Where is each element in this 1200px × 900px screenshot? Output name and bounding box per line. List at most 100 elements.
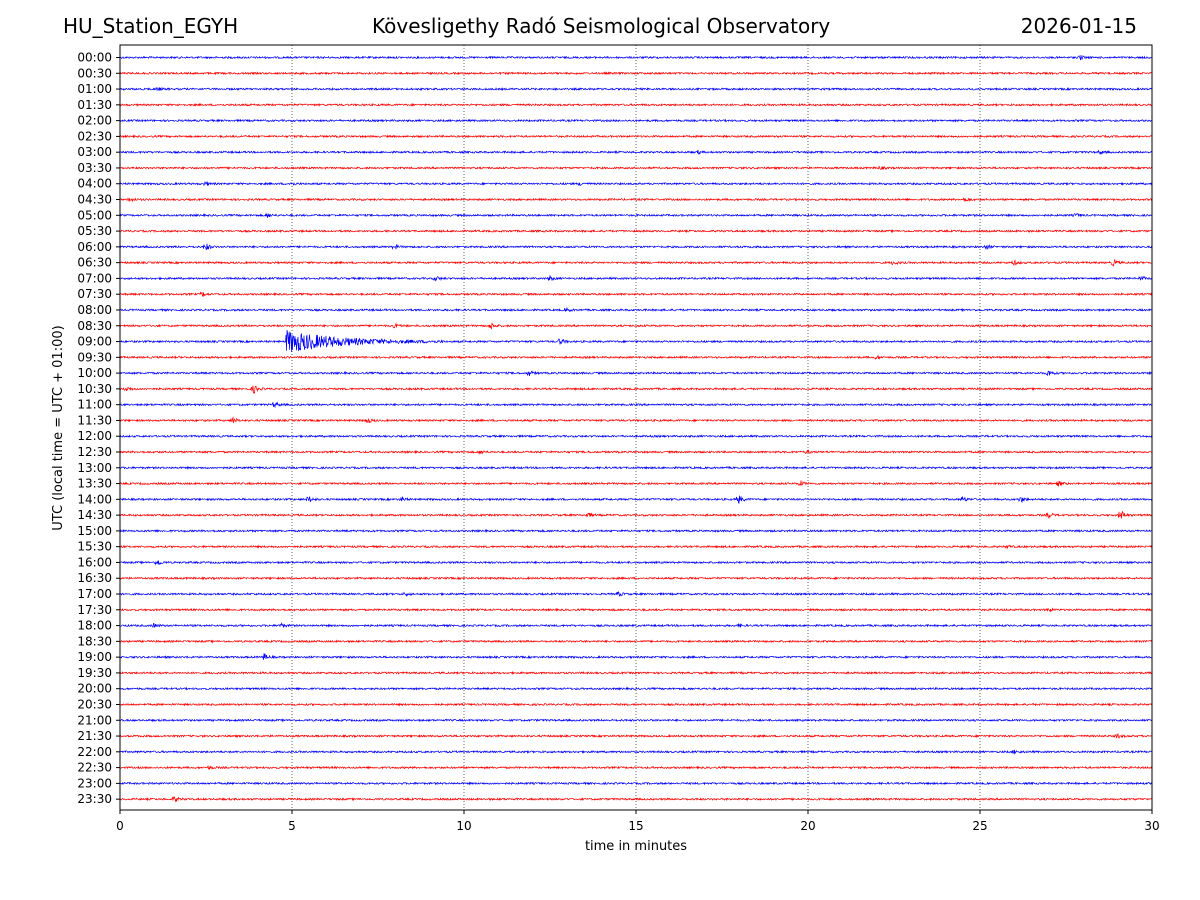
trace-0330 bbox=[119, 165, 1153, 171]
y-tick-label: 12:30 bbox=[77, 445, 112, 459]
y-tick-label: 01:30 bbox=[77, 98, 112, 112]
y-tick-label: 19:00 bbox=[77, 650, 112, 664]
y-tick-label: 13:00 bbox=[77, 461, 112, 475]
x-tick-label: 10 bbox=[456, 819, 471, 833]
y-tick-label: 18:30 bbox=[77, 634, 112, 648]
trace-0800 bbox=[119, 306, 1153, 313]
x-tick-label: 20 bbox=[800, 819, 815, 833]
trace-2230 bbox=[119, 764, 1153, 771]
trace-1730 bbox=[119, 607, 1153, 613]
trace-0300 bbox=[119, 149, 1153, 156]
trace-1330 bbox=[119, 480, 1153, 487]
y-tick-label: 15:30 bbox=[77, 540, 112, 554]
trace-2030 bbox=[119, 702, 1153, 707]
x-tick-label: 15 bbox=[628, 819, 643, 833]
y-tick-label: 09:00 bbox=[77, 335, 112, 349]
trace-1930 bbox=[119, 670, 1153, 675]
trace-0030 bbox=[119, 71, 1153, 76]
y-tick-label: 07:00 bbox=[77, 271, 112, 285]
trace-2100 bbox=[119, 718, 1153, 723]
trace-1530 bbox=[119, 544, 1153, 550]
trace-0600 bbox=[119, 243, 1153, 251]
trace-1100 bbox=[119, 401, 1153, 409]
seismic-traces bbox=[119, 55, 1153, 803]
y-tick-label: 11:00 bbox=[77, 398, 112, 412]
y-tick-label: 17:00 bbox=[77, 587, 112, 601]
trace-0630 bbox=[119, 259, 1153, 267]
y-tick-label: 14:30 bbox=[77, 508, 112, 522]
x-axis-label: time in minutes bbox=[585, 839, 687, 854]
y-tick-label: 20:00 bbox=[77, 682, 112, 696]
trace-1900 bbox=[119, 653, 1153, 660]
trace-2130 bbox=[120, 732, 1153, 739]
y-tick-label: 10:30 bbox=[77, 382, 112, 396]
y-tick-label: 02:00 bbox=[77, 114, 112, 128]
y-tick-label: 06:30 bbox=[77, 256, 112, 270]
y-tick-label: 06:00 bbox=[77, 240, 112, 254]
x-tick-label: 5 bbox=[288, 819, 296, 833]
trace-0730 bbox=[119, 291, 1153, 297]
y-tick-label: 19:30 bbox=[77, 666, 112, 680]
y-tick-label: 05:30 bbox=[77, 224, 112, 238]
trace-2000 bbox=[119, 686, 1153, 691]
vertical-grid-lines bbox=[291, 45, 981, 810]
y-tick-label: 13:30 bbox=[77, 477, 112, 491]
trace-1630 bbox=[119, 576, 1153, 581]
trace-2330 bbox=[119, 796, 1153, 803]
trace-0400 bbox=[119, 180, 1153, 187]
y-tick-label: 07:30 bbox=[77, 287, 112, 301]
trace-0830 bbox=[119, 322, 1153, 330]
trace-1700 bbox=[119, 591, 1153, 597]
y-tick-label: 21:00 bbox=[77, 713, 112, 727]
y-tick-label: 09:30 bbox=[77, 350, 112, 364]
y-tick-label: 03:30 bbox=[77, 161, 112, 175]
trace-1000 bbox=[119, 370, 1153, 377]
y-tick-label: 15:00 bbox=[77, 524, 112, 538]
y-tick-label: 14:00 bbox=[77, 492, 112, 506]
y-tick-label: 22:30 bbox=[77, 761, 112, 775]
x-tick-label: 0 bbox=[116, 819, 124, 833]
y-tick-label: 08:30 bbox=[77, 319, 112, 333]
trace-0530 bbox=[119, 229, 1153, 234]
trace-1830 bbox=[119, 639, 1153, 644]
trace-0930 bbox=[119, 354, 1153, 360]
y-tick-label: 05:00 bbox=[77, 208, 112, 222]
trace-1130 bbox=[119, 416, 1153, 424]
trace-0100 bbox=[119, 86, 1153, 92]
x-tick-label: 30 bbox=[1144, 819, 1159, 833]
trace-0430 bbox=[119, 197, 1153, 203]
station-name: HU_Station_EGYH bbox=[63, 14, 239, 38]
y-tick-label: 03:00 bbox=[77, 145, 112, 159]
y-tick-label: 23:30 bbox=[77, 792, 112, 806]
trace-1030 bbox=[119, 385, 1153, 394]
trace-0200 bbox=[119, 118, 1153, 123]
trace-0000 bbox=[119, 55, 1153, 61]
trace-1430 bbox=[119, 510, 1153, 519]
y-tick-label: 16:00 bbox=[77, 555, 112, 569]
trace-1800 bbox=[119, 622, 1153, 628]
trace-1230 bbox=[119, 449, 1153, 455]
y-tick-label: 04:30 bbox=[77, 193, 112, 207]
y-tick-label: 16:30 bbox=[77, 571, 112, 585]
y-tick-label: 22:00 bbox=[77, 745, 112, 759]
y-tick-label: 23:00 bbox=[77, 776, 112, 790]
trace-0230 bbox=[119, 134, 1153, 139]
y-tick-label: 17:30 bbox=[77, 603, 112, 617]
trace-1600 bbox=[119, 560, 1153, 566]
trace-1300 bbox=[119, 465, 1153, 470]
y-axis-label: UTC (local time = UTC + 01:00) bbox=[51, 325, 66, 530]
trace-1400 bbox=[119, 495, 1153, 504]
y-tick-label: 02:30 bbox=[77, 129, 112, 143]
y-tick-label: 10:00 bbox=[77, 366, 112, 380]
trace-2300 bbox=[119, 781, 1153, 786]
x-tick-label: 25 bbox=[972, 819, 987, 833]
y-tick-label: 04:00 bbox=[77, 177, 112, 191]
y-tick-label: 21:30 bbox=[77, 729, 112, 743]
chart-title: Kövesligethy Radó Seismological Observat… bbox=[372, 14, 831, 38]
y-tick-label: 20:30 bbox=[77, 697, 112, 711]
trace-0700 bbox=[119, 274, 1153, 282]
y-tick-label: 11:30 bbox=[77, 413, 112, 427]
chart-date: 2026-01-15 bbox=[1020, 14, 1137, 38]
